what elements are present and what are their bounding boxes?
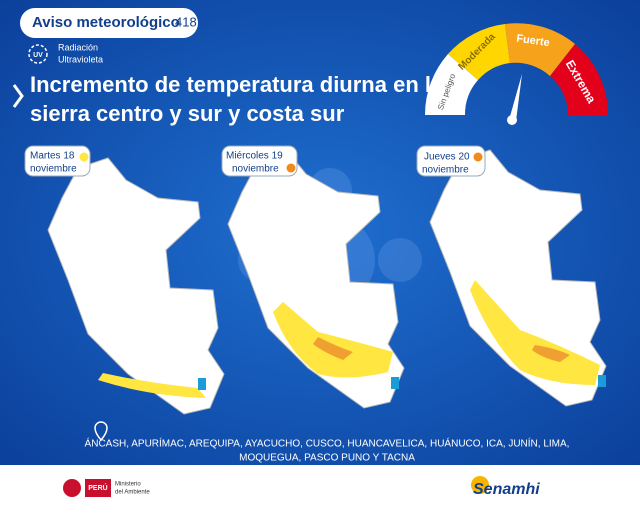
day: Martes 18 [30, 151, 75, 162]
lake [198, 378, 206, 390]
day: Miércoles 19 [226, 151, 283, 162]
day-label: Miércoles 19 noviembre [221, 145, 298, 177]
header-title: Aviso meteorológico [32, 14, 180, 31]
uv-label: Ultravioleta [58, 54, 103, 64]
gauge: Sin peligro Moderada Fuerte Extrema [424, 23, 609, 125]
map-area [470, 280, 600, 385]
uv-icon [28, 44, 48, 64]
day-label: Martes 18 noviembre [24, 145, 91, 177]
month: noviembre [422, 165, 469, 176]
brand: Senamhi [473, 481, 540, 498]
level-dot [473, 152, 483, 162]
header-pill [20, 8, 198, 38]
month: noviembre [30, 164, 77, 175]
map [47, 157, 225, 415]
crest [63, 479, 81, 497]
arrow [12, 84, 24, 108]
lake [598, 375, 606, 387]
gauge-segment [505, 23, 575, 76]
ministry: Ministerio [115, 482, 141, 488]
level-dot [79, 152, 89, 162]
day-label: Jueves 20 noviembre [416, 145, 486, 177]
gauge-needle [509, 74, 522, 121]
map [227, 151, 405, 409]
title: Incremento de temperatura diurna en la [30, 72, 444, 97]
level-dot [286, 163, 296, 173]
brand-sun [471, 476, 489, 494]
uv-label: Radiación [58, 42, 98, 52]
lake [391, 377, 399, 389]
title: sierra centro y sur y costa sur [30, 101, 345, 126]
regions: ÁNCASH, APURÍMAC, AREQUIPA, AYACUCHO, CU… [85, 437, 570, 450]
map-area [273, 302, 393, 378]
day-box [416, 145, 486, 177]
gauge-segment [448, 24, 510, 80]
day-box [24, 145, 91, 177]
uv-icon-text: UV [33, 52, 43, 59]
map [429, 149, 607, 407]
day-box [221, 145, 298, 177]
location-icon [94, 421, 108, 442]
maps [47, 149, 607, 415]
ministry: del Ambiente [115, 490, 150, 496]
gauge-segment [424, 54, 478, 115]
gauge-hub [507, 115, 517, 125]
country-box [85, 479, 111, 497]
gauge-label: Fuerte [516, 33, 551, 50]
map-area [313, 337, 353, 360]
regions: MOQUEGUA, PASCO PUNO Y TACNA [239, 453, 415, 464]
map-area [532, 345, 570, 362]
gauge-segment [550, 44, 609, 115]
day: Jueves 20 [424, 152, 470, 163]
header-number: 418 [175, 14, 197, 29]
map-area [98, 373, 206, 398]
country: PERÚ [88, 483, 107, 492]
month: noviembre [232, 164, 279, 175]
